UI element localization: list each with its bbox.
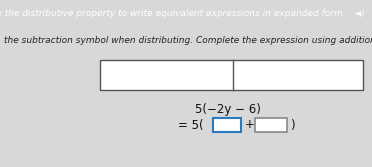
Text: 5(−2y − 6): 5(−2y − 6) [195, 103, 261, 116]
Bar [100, 60, 363, 90]
Bar [255, 118, 287, 132]
Text: +: + [245, 119, 255, 131]
Text: = 5(: = 5( [178, 119, 203, 131]
Bar [213, 118, 241, 132]
Text: Use the distributive property to write equivalent expressions in expanded form. : Use the distributive property to write e… [0, 9, 365, 18]
Text: ): ) [290, 119, 295, 131]
Text: the subtraction symbol when distributing. Complete the expression using addition: the subtraction symbol when distributing… [4, 36, 372, 45]
